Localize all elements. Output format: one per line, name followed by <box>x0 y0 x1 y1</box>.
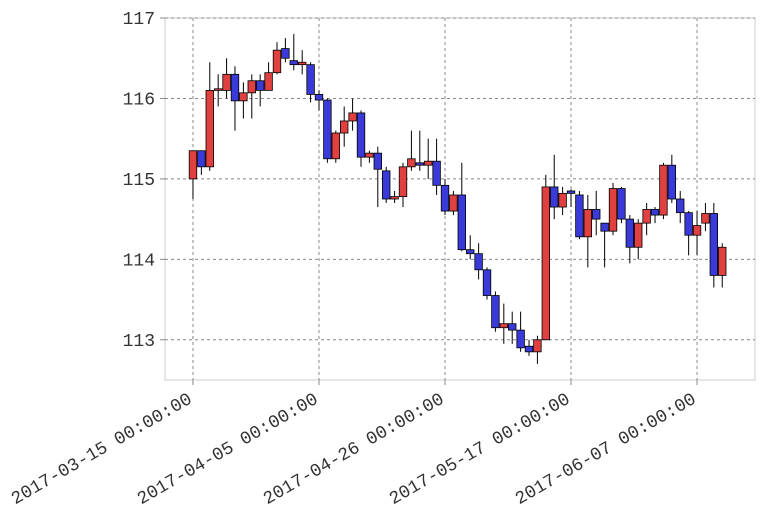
candle-body <box>659 164 668 216</box>
y-tick-label: 115 <box>123 171 155 191</box>
candle-body <box>524 345 534 353</box>
candle-body <box>516 329 525 349</box>
candle-body <box>239 92 248 102</box>
candle-body <box>634 222 643 248</box>
candle-body <box>306 64 315 95</box>
candle-body <box>415 162 424 166</box>
candle-body <box>566 190 576 194</box>
candle-body <box>541 186 550 341</box>
candle-body <box>222 73 231 91</box>
candle-body <box>499 323 508 329</box>
candle-body <box>684 212 693 236</box>
candle-body <box>424 160 433 166</box>
candle-body <box>197 150 206 168</box>
candle-body <box>348 112 357 122</box>
candle-body <box>608 188 618 232</box>
candle-body <box>533 339 542 353</box>
candle-body <box>583 209 593 238</box>
candle-body <box>432 160 441 186</box>
candle-body <box>449 194 458 212</box>
candle-body <box>398 166 408 197</box>
candle-body <box>592 209 601 220</box>
candle-body <box>188 150 198 180</box>
candle-body <box>281 48 290 59</box>
candle-body <box>323 99 332 160</box>
candle-body <box>205 90 214 168</box>
candle-body <box>491 295 500 329</box>
candle-body <box>550 186 559 208</box>
candle-body <box>482 269 492 296</box>
candle-body <box>390 196 399 200</box>
y-tick-label: 113 <box>123 332 155 352</box>
candle-body <box>508 323 517 331</box>
candle-body <box>264 72 273 91</box>
candle-body <box>314 94 324 101</box>
candle-body <box>709 213 719 276</box>
candle-body <box>692 225 702 236</box>
candle-body <box>407 158 416 168</box>
candle-body <box>340 120 349 134</box>
y-tick-label: 116 <box>123 90 155 110</box>
candle-body <box>289 60 298 66</box>
candle-body <box>331 132 340 160</box>
y-tick-label: 114 <box>123 251 155 271</box>
candle-body <box>718 246 727 276</box>
candle-body <box>356 112 366 158</box>
candle-body <box>365 152 374 158</box>
candle-body <box>625 218 635 248</box>
candle-body <box>667 164 677 200</box>
candle-body <box>382 170 391 200</box>
candle-body <box>617 188 626 220</box>
candle-body <box>642 209 651 224</box>
candle-body <box>256 80 265 91</box>
candle-body <box>298 61 307 66</box>
candle-body <box>230 73 240 102</box>
candle-body <box>247 80 256 94</box>
candle-body <box>575 194 584 238</box>
candle-body <box>600 222 609 232</box>
candle-body <box>213 88 223 91</box>
candle-body <box>440 184 450 212</box>
candle-body <box>272 49 282 74</box>
y-tick-label: 117 <box>123 10 155 30</box>
candle-body <box>701 213 710 224</box>
candle-body <box>650 209 660 216</box>
candle-body <box>457 194 466 251</box>
candle-body <box>474 253 483 271</box>
candle-body <box>373 152 382 170</box>
candle-body <box>558 192 567 208</box>
candle-body <box>466 249 475 255</box>
candle-body <box>676 198 685 214</box>
